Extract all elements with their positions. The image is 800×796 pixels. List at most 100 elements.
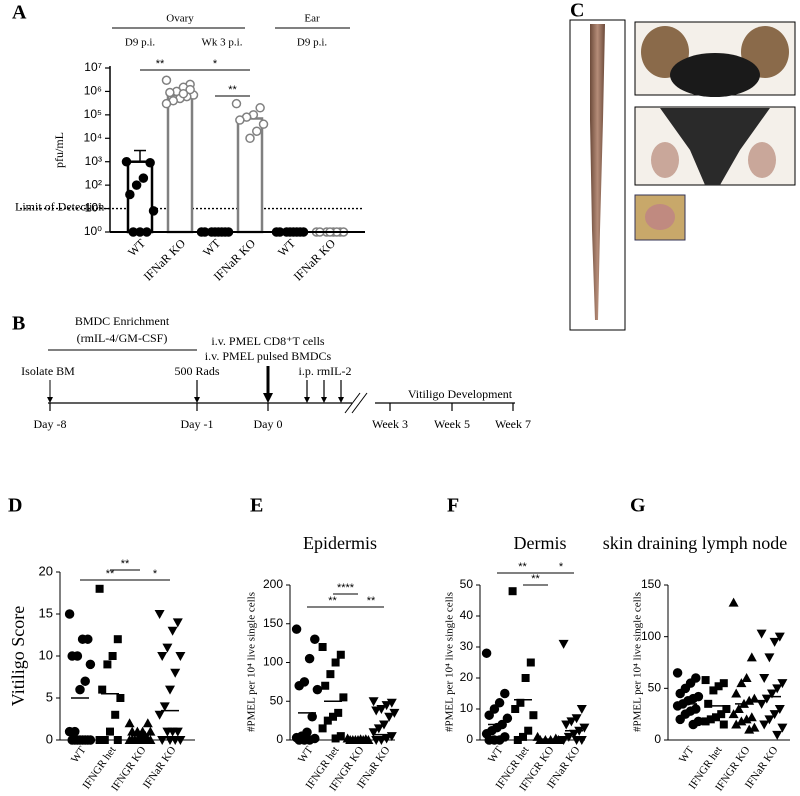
- data-point: [106, 727, 114, 736]
- y-tick-label: 0: [276, 732, 283, 746]
- data-point: [516, 698, 525, 707]
- timeline-label: BMDC Enrichment: [75, 314, 170, 328]
- data-point: [125, 189, 135, 200]
- data-point: [672, 668, 683, 678]
- data-point: [706, 715, 715, 724]
- data-point: [165, 87, 175, 98]
- data-point: [728, 597, 739, 607]
- data-point: [154, 610, 165, 619]
- data-point: [103, 660, 112, 669]
- data-point: [774, 705, 785, 714]
- data-point: [145, 726, 156, 736]
- chart-title: Dermis: [514, 533, 567, 553]
- data-point: [379, 720, 389, 730]
- data-point: [777, 723, 788, 733]
- data-point: [307, 712, 317, 722]
- arrow-head: [263, 393, 273, 403]
- x-tick-label: WT: [296, 744, 316, 765]
- y-tick-label: 10: [460, 701, 474, 715]
- data-point: [326, 670, 335, 679]
- significance-label: **: [121, 558, 130, 570]
- data-point: [764, 715, 775, 725]
- data-point: [258, 119, 269, 129]
- data-point: [170, 668, 181, 678]
- timeline-event: Isolate BM: [21, 364, 75, 378]
- data-point: [64, 726, 75, 737]
- data-point: [746, 712, 757, 722]
- data-point: [80, 676, 90, 686]
- significance-label: **: [328, 595, 337, 607]
- x-tick-label: IFNaR KO: [141, 236, 189, 284]
- data-point: [113, 635, 122, 644]
- significance-label: *: [153, 568, 158, 580]
- y-tick-label: 15: [39, 605, 53, 620]
- data-point: [368, 728, 379, 738]
- y-tick-label: 10¹: [85, 201, 102, 215]
- data-point: [321, 681, 330, 690]
- data-point: [95, 736, 104, 744]
- data-point: [675, 688, 685, 699]
- data-point: [318, 643, 327, 651]
- panel-label: C: [570, 0, 584, 22]
- data-point: [113, 736, 122, 744]
- y-tick-label: 200: [263, 577, 283, 591]
- data-point: [521, 674, 530, 682]
- x-tick-label: WT: [677, 744, 697, 765]
- data-point: [67, 651, 77, 661]
- photo-panel: [569, 19, 796, 331]
- nose-photo: [645, 204, 675, 230]
- data-point: [373, 724, 384, 734]
- significance-label: *: [213, 58, 218, 70]
- panel-label: G: [630, 495, 646, 517]
- data-point: [371, 736, 382, 745]
- data-point: [772, 730, 783, 740]
- y-tick-label: 0: [46, 731, 53, 746]
- x-tick-label: WT: [200, 236, 224, 260]
- chart-title: Epidermis: [303, 533, 377, 553]
- data-point: [161, 75, 172, 86]
- data-point: [500, 688, 510, 699]
- data-point: [175, 652, 186, 661]
- arrow-head: [338, 397, 344, 403]
- data-point: [386, 698, 397, 708]
- data-point: [98, 685, 107, 694]
- data-point: [571, 714, 582, 724]
- y-tick-label: 10⁰: [84, 224, 102, 238]
- group-label: Ovary: [166, 13, 194, 25]
- y-axis-label: #PMEL per 10⁴ live single cells: [632, 592, 644, 732]
- timeline-day: Day -8: [34, 417, 67, 431]
- data-point: [85, 659, 96, 670]
- time-label: Wk 3 p.i.: [202, 37, 243, 49]
- data-point: [111, 710, 120, 719]
- timeline-day: Day 0: [254, 417, 283, 431]
- data-point: [331, 658, 340, 667]
- timeline-day: Week 3: [372, 417, 408, 431]
- data-point: [312, 684, 323, 695]
- data-point: [127, 735, 138, 744]
- y-axis-label: #PMEL per 10⁴ live single cells: [444, 592, 456, 732]
- time-label: D9 p.i.: [125, 37, 156, 49]
- data-point: [318, 724, 327, 733]
- data-point: [304, 653, 315, 664]
- data-point: [294, 681, 304, 691]
- x-tick-label: IFNaR KO: [291, 236, 339, 284]
- data-point: [162, 643, 173, 653]
- data-point: [368, 697, 379, 707]
- data-point: [741, 673, 752, 682]
- data-point: [709, 686, 718, 695]
- data-point: [336, 650, 345, 659]
- data-point: [767, 689, 777, 699]
- data-point: [127, 726, 138, 736]
- data-point: [484, 735, 494, 745]
- data-point: [749, 693, 760, 703]
- panel-label: E: [250, 495, 263, 517]
- timeline-label: (rmIL-4/GM-CSF): [77, 331, 168, 345]
- data-point: [148, 206, 159, 216]
- data-point: [736, 716, 747, 726]
- y-tick-label: 10²: [85, 177, 102, 191]
- data-point: [159, 702, 170, 712]
- data-point: [75, 684, 85, 695]
- y-axis-label: pfu/mL: [52, 132, 66, 168]
- data-point: [764, 653, 775, 663]
